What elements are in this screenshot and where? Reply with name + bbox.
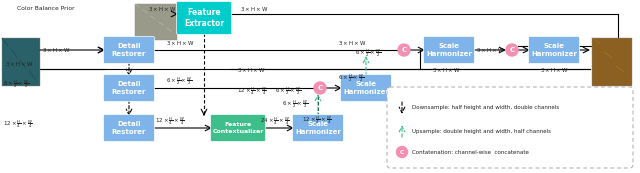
Text: C: C bbox=[317, 85, 323, 91]
Text: Scale
Harmonizer: Scale Harmonizer bbox=[531, 43, 577, 57]
Text: Feature
Contextualizer: Feature Contextualizer bbox=[212, 122, 264, 134]
Text: C: C bbox=[401, 47, 406, 53]
FancyBboxPatch shape bbox=[177, 2, 232, 34]
Text: $3\times\mathsf{H}\times\mathsf{W}$: $3\times\mathsf{H}\times\mathsf{W}$ bbox=[240, 5, 268, 13]
Text: Scale
Harmonizer: Scale Harmonizer bbox=[426, 43, 472, 57]
Circle shape bbox=[398, 44, 410, 56]
Text: $3\times\mathsf{H}\times\mathsf{W}$: $3\times\mathsf{H}\times\mathsf{W}$ bbox=[540, 66, 568, 74]
Text: $3\times\mathsf{H}\times\mathsf{W}$: $3\times\mathsf{H}\times\mathsf{W}$ bbox=[148, 5, 177, 13]
Text: Feature
Extractor: Feature Extractor bbox=[184, 8, 224, 28]
Text: $6\times\frac{H}{2}\times\frac{W}{2}$: $6\times\frac{H}{2}\times\frac{W}{2}$ bbox=[3, 78, 29, 90]
Text: Detail
Restorer: Detail Restorer bbox=[112, 43, 146, 57]
Bar bbox=[135, 4, 177, 40]
Text: Detail
Restorer: Detail Restorer bbox=[112, 121, 146, 135]
Text: $12\times\frac{H}{4}\times\frac{W}{4}$: $12\times\frac{H}{4}\times\frac{W}{4}$ bbox=[237, 85, 267, 97]
FancyBboxPatch shape bbox=[340, 75, 392, 102]
Text: $3\times\mathsf{H}\times\mathsf{W}$: $3\times\mathsf{H}\times\mathsf{W}$ bbox=[432, 66, 460, 74]
FancyBboxPatch shape bbox=[292, 115, 344, 142]
FancyBboxPatch shape bbox=[211, 115, 266, 142]
Text: C: C bbox=[400, 149, 404, 154]
FancyBboxPatch shape bbox=[104, 115, 154, 142]
Text: $24\times\frac{H}{4}\times\frac{W}{4}$: $24\times\frac{H}{4}\times\frac{W}{4}$ bbox=[260, 115, 290, 127]
Text: $12\times\frac{H}{4}\times\frac{W}{4}$: $12\times\frac{H}{4}\times\frac{W}{4}$ bbox=[302, 114, 332, 126]
Text: $3\times\mathsf{H}\times\mathsf{W}$: $3\times\mathsf{H}\times\mathsf{W}$ bbox=[42, 46, 70, 54]
Text: Detail
Restorer: Detail Restorer bbox=[112, 81, 146, 95]
Text: $6\times\frac{H}{2}\times\frac{W}{2}$: $6\times\frac{H}{2}\times\frac{W}{2}$ bbox=[275, 85, 301, 97]
Circle shape bbox=[397, 147, 408, 157]
Text: $12\times\frac{H}{4}\times\frac{W}{4}$: $12\times\frac{H}{4}\times\frac{W}{4}$ bbox=[3, 118, 33, 130]
FancyBboxPatch shape bbox=[387, 87, 633, 168]
Text: $6\times\frac{H}{2}\times\frac{W}{2}$: $6\times\frac{H}{2}\times\frac{W}{2}$ bbox=[282, 98, 308, 110]
FancyBboxPatch shape bbox=[104, 37, 154, 63]
FancyBboxPatch shape bbox=[424, 37, 474, 63]
Text: $12\times\frac{H}{4}\times\frac{W}{4}$: $12\times\frac{H}{4}\times\frac{W}{4}$ bbox=[155, 115, 185, 127]
FancyBboxPatch shape bbox=[529, 37, 579, 63]
Text: Color Balance Prior: Color Balance Prior bbox=[17, 6, 75, 11]
Text: $6\times\frac{H}{2}\times\frac{W}{2}$: $6\times\frac{H}{2}\times\frac{W}{2}$ bbox=[166, 75, 193, 87]
Text: $3\times\mathsf{H}\times\mathsf{W}$: $3\times\mathsf{H}\times\mathsf{W}$ bbox=[237, 66, 266, 74]
Text: Scale
Harmonizer: Scale Harmonizer bbox=[343, 81, 389, 95]
Text: $3\times\mathsf{H}\times\mathsf{W}$: $3\times\mathsf{H}\times\mathsf{W}$ bbox=[166, 39, 195, 47]
Text: C: C bbox=[509, 47, 515, 53]
Bar bbox=[592, 38, 632, 86]
Text: $3\times\mathsf{H}\times\mathsf{W}$: $3\times\mathsf{H}\times\mathsf{W}$ bbox=[5, 60, 33, 68]
Circle shape bbox=[506, 44, 518, 56]
Text: Upsample: double height and width, half channels: Upsample: double height and width, half … bbox=[412, 129, 551, 134]
FancyBboxPatch shape bbox=[104, 75, 154, 102]
Circle shape bbox=[314, 82, 326, 94]
Text: $6\times\frac{H}{2}\times\frac{W}{2}$: $6\times\frac{H}{2}\times\frac{W}{2}$ bbox=[355, 47, 381, 59]
Text: Contatenation: channel-wise  concatenate: Contatenation: channel-wise concatenate bbox=[412, 149, 529, 154]
Text: Downsample: half height and width, double channels: Downsample: half height and width, doubl… bbox=[412, 106, 559, 111]
Text: $9\times\mathsf{H}\times\mathsf{W}$: $9\times\mathsf{H}\times\mathsf{W}$ bbox=[476, 46, 504, 54]
Text: $3\times\mathsf{H}\times\mathsf{W}$: $3\times\mathsf{H}\times\mathsf{W}$ bbox=[338, 39, 367, 47]
Bar bbox=[2, 38, 40, 86]
Text: Scale
Harmonizer: Scale Harmonizer bbox=[295, 121, 341, 135]
Text: $6\times\frac{H}{2}\times\frac{W}{2}$: $6\times\frac{H}{2}\times\frac{W}{2}$ bbox=[338, 72, 365, 84]
